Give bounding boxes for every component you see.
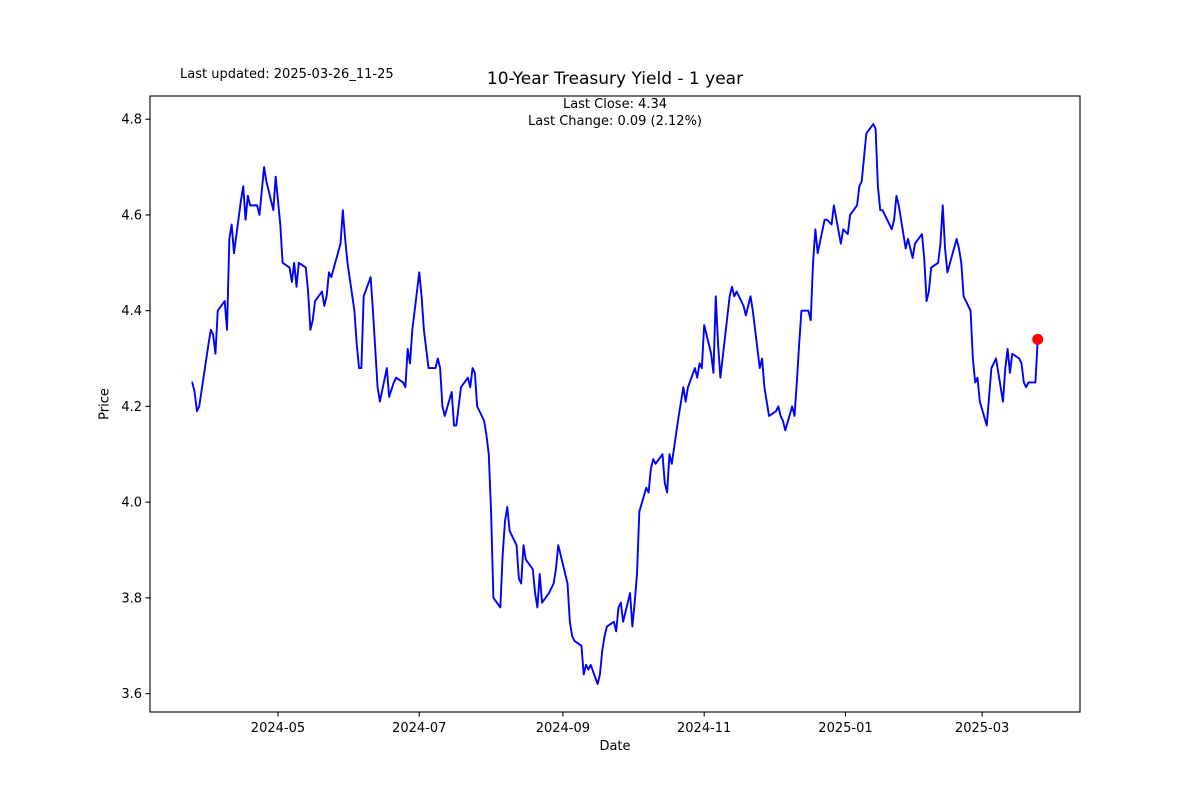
plot-frame bbox=[149, 95, 1081, 713]
y-axis-label: Price bbox=[97, 388, 113, 420]
y-tick-label: 3.6 bbox=[121, 687, 142, 702]
last-close-marker bbox=[1032, 333, 1044, 345]
x-tick-label: 2024-11 bbox=[677, 721, 731, 736]
x-tick-label: 2024-05 bbox=[251, 721, 305, 736]
y-tick-label: 3.8 bbox=[121, 591, 142, 606]
x-axis-label: Date bbox=[599, 739, 631, 754]
x-tick-label: 2025-01 bbox=[818, 721, 872, 736]
chart-title: 10-Year Treasury Yield - 1 year bbox=[486, 69, 744, 89]
last-change-text: Last Change: 0.09 (2.12%) bbox=[527, 114, 702, 129]
y-tick-label: 4.6 bbox=[121, 208, 142, 223]
last-close-text: Last Close: 4.34 bbox=[562, 97, 668, 112]
last-updated-text: Last updated: 2025-03-26_11-25 bbox=[180, 67, 394, 82]
y-tick-label: 4.4 bbox=[121, 304, 142, 319]
y-tick-label: 4.8 bbox=[121, 113, 142, 128]
price-line bbox=[191, 123, 1039, 685]
x-tick-label: 2025-03 bbox=[955, 721, 1009, 736]
x-tick-label: 2024-09 bbox=[536, 721, 590, 736]
y-tick-label: 4.0 bbox=[121, 496, 142, 511]
x-tick-label: 2024-07 bbox=[392, 721, 446, 736]
y-tick-label: 4.2 bbox=[121, 400, 142, 415]
